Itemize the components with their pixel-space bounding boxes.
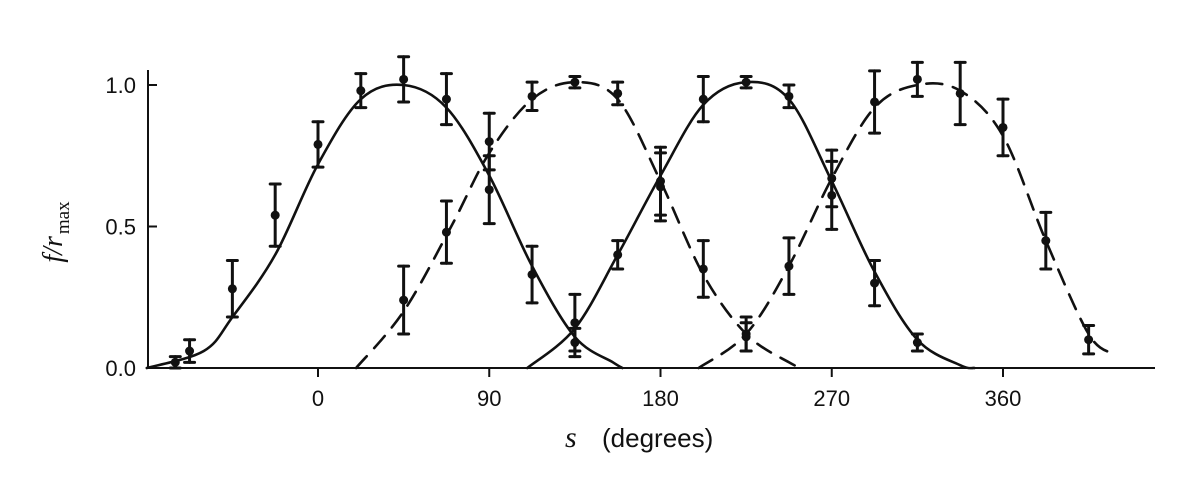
data-point xyxy=(399,295,409,305)
x-tick-label: 270 xyxy=(813,386,850,411)
data-point xyxy=(912,74,922,84)
data-point xyxy=(698,264,708,274)
y-axis-label: f/rmax xyxy=(38,201,74,263)
data-point xyxy=(613,250,623,260)
series-3 xyxy=(526,75,976,370)
data-point xyxy=(227,284,237,294)
data-point xyxy=(356,86,366,96)
data-point xyxy=(784,91,794,101)
series-2 xyxy=(354,75,805,370)
data-point xyxy=(870,278,880,288)
data-point xyxy=(870,97,880,107)
data-point xyxy=(955,88,965,98)
x-tick-label: 0 xyxy=(312,386,324,411)
y-tick-label: 0.5 xyxy=(105,215,136,240)
data-point xyxy=(399,74,409,84)
series-1 xyxy=(145,55,624,370)
y-tick-label: 1.0 xyxy=(105,73,136,98)
data-point xyxy=(570,318,580,328)
data-point xyxy=(784,261,794,271)
y-axis: 0.0 0.5 1.0 xyxy=(105,70,157,381)
y-tick-label: 0.0 xyxy=(105,356,136,381)
data-point xyxy=(656,182,665,192)
data-point xyxy=(741,77,751,87)
data-point xyxy=(484,137,494,147)
x-axis: 0 90 180 270 360 xyxy=(148,367,1155,411)
data-point xyxy=(698,94,708,104)
data-point xyxy=(185,346,195,356)
plot-series xyxy=(145,55,1115,370)
data-point xyxy=(441,227,451,237)
x-tick-label: 180 xyxy=(642,386,679,411)
x-axis-label-variable: s xyxy=(565,421,577,454)
x-tick-label: 90 xyxy=(477,386,501,411)
data-point xyxy=(741,329,751,339)
data-point xyxy=(527,270,537,280)
series-line xyxy=(145,83,624,370)
data-point xyxy=(998,122,1008,132)
data-point xyxy=(484,185,494,195)
data-point xyxy=(613,88,623,98)
data-point xyxy=(1041,236,1051,246)
svg-text:f/rmax: f/rmax xyxy=(38,201,74,263)
y-axis-label-main: f/r xyxy=(38,236,69,263)
series-line xyxy=(697,82,1115,370)
data-point xyxy=(170,357,180,367)
data-point xyxy=(270,210,280,220)
data-point xyxy=(827,190,837,200)
data-point xyxy=(313,139,323,149)
series-4 xyxy=(697,60,1115,370)
y-axis-label-subscript: max xyxy=(53,201,74,234)
data-point xyxy=(527,91,537,101)
series-line xyxy=(526,80,976,370)
data-point xyxy=(912,338,922,348)
x-axis-label-unit: (degrees) xyxy=(602,423,713,453)
data-point xyxy=(570,77,580,87)
data-point xyxy=(441,94,451,104)
series-line xyxy=(354,80,805,370)
data-point xyxy=(1084,335,1094,345)
x-tick-label: 360 xyxy=(985,386,1022,411)
